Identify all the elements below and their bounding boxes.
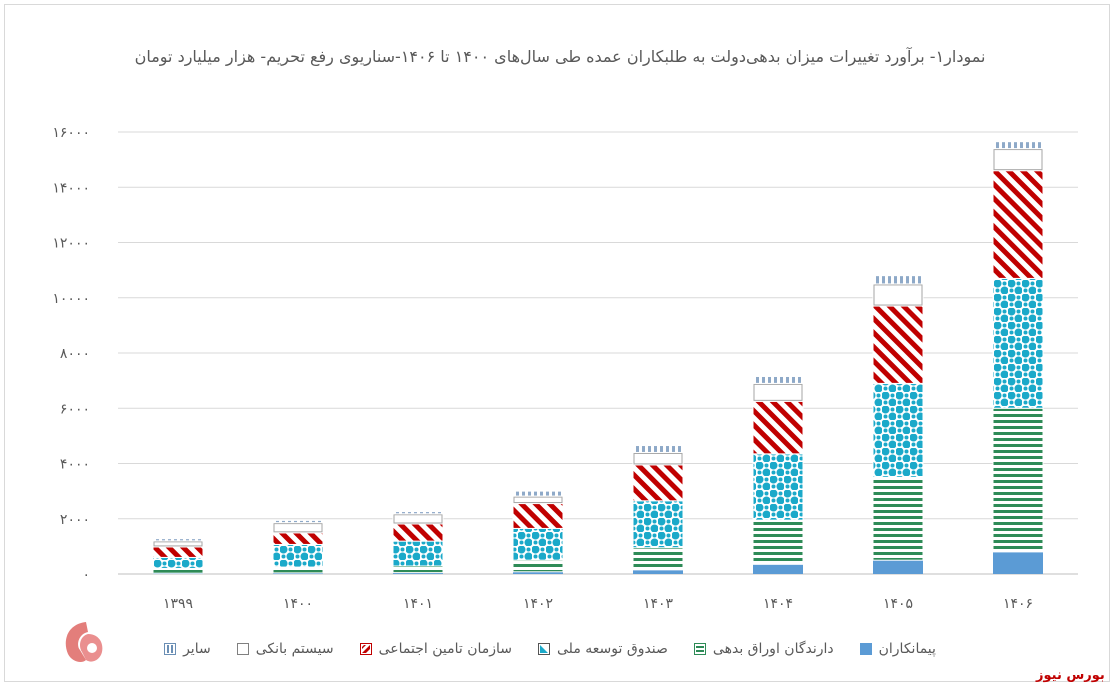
chart-frame — [4, 4, 1110, 682]
bar-segment — [272, 522, 324, 534]
y-tick-label: ۱۶۰۰۰ — [52, 125, 90, 141]
bar-segment-outline — [633, 452, 683, 465]
bars — [152, 141, 1044, 574]
y-tick-label: ۲۰۰۰ — [60, 512, 90, 528]
brand-logo-text: بورس نیوز — [1036, 668, 1105, 683]
bar-segment — [272, 543, 324, 568]
bar-segment — [152, 567, 204, 574]
bar-segment — [752, 453, 804, 521]
bar-segment — [152, 556, 204, 569]
legend-swatch — [359, 643, 372, 655]
bar-segment — [872, 283, 924, 307]
legend-swatch — [164, 643, 177, 655]
bar-segment-outline — [153, 541, 203, 547]
bar-segment-outline — [873, 284, 923, 306]
bar-segment — [392, 511, 444, 515]
x-tick-label: ۱۴۰۱ — [403, 596, 433, 612]
y-tick-label: ۰ — [82, 567, 90, 583]
legend-entry: صندوق توسعه ملی — [538, 641, 668, 657]
bar-segment — [872, 275, 924, 285]
bar-segment — [993, 551, 1043, 574]
x-tick-label: ۱۴۰۲ — [523, 596, 553, 612]
bar-segment-outline — [993, 149, 1043, 171]
legend-swatch — [859, 643, 872, 655]
bar-segment — [392, 523, 444, 542]
bar-segment-outline — [273, 523, 323, 533]
legend-entry: سازمان تامین اجتماعی — [359, 641, 513, 657]
legend-swatch — [538, 643, 551, 655]
x-tick-label: ۱۴۰۵ — [883, 596, 913, 612]
x-tick-label: ۱۴۰۴ — [763, 596, 793, 612]
bar-segment — [992, 277, 1044, 409]
bar-segment — [992, 148, 1044, 172]
bar-segment — [512, 559, 564, 573]
bar-segment — [633, 569, 683, 574]
bar-segment — [632, 445, 684, 453]
bar-segment — [393, 572, 443, 574]
y-tick-label: ۴۰۰۰ — [60, 457, 90, 473]
y-tick-label: ۱۴۰۰۰ — [52, 180, 90, 196]
legend-swatch — [236, 643, 249, 655]
y-tick-label: ۸۰۰۰ — [60, 346, 90, 362]
bar-segment — [152, 538, 204, 542]
bar-segment — [753, 564, 803, 574]
bar-segment-outline — [513, 496, 563, 504]
bar-segment — [512, 527, 564, 561]
bar-segment — [272, 519, 324, 524]
legend-entry: دارندگان اوراق بدهی — [693, 641, 834, 657]
axes: ۰ ۲۰۰۰ ۴۰۰۰ ۶۰۰۰ ۸۰۰۰ ۱۰۰۰۰ ۱۲۰۰۰ ۱۴۰۰۰ ۱۶۰۰۰ ۱۳۹… — [52, 125, 1078, 612]
bar-segment — [273, 572, 323, 574]
bar-segment — [512, 490, 564, 497]
legend-entry: سیستم بانکی — [236, 641, 334, 657]
bar-segment — [272, 566, 324, 574]
bar-segment-outline — [393, 514, 443, 524]
y-tick-label: ۱۰۰۰۰ — [52, 291, 90, 307]
legend-swatch — [693, 643, 706, 655]
legend-label: پیمانکاران — [878, 641, 936, 657]
x-tick-label: ۱۴۰۳ — [643, 596, 674, 612]
bar-segment — [873, 560, 923, 574]
legend-label: دارندگان اوراق بدهی — [712, 641, 834, 657]
legend-label: سیستم بانکی — [255, 641, 334, 657]
bar-segment — [992, 141, 1044, 150]
legend-entry: سایر — [164, 641, 211, 657]
y-tick-label: ۶۰۰۰ — [60, 401, 90, 417]
bar-segment — [152, 546, 204, 558]
bar-segment — [752, 400, 804, 455]
legend-label: سایر — [183, 641, 211, 657]
bar-segment — [392, 565, 444, 574]
y-tick-label: ۱۲۰۰۰ — [52, 236, 90, 252]
bar-segment — [632, 464, 684, 502]
bar-segment — [992, 407, 1044, 553]
legend-label: صندوق توسعه ملی — [557, 641, 668, 657]
bar-segment — [872, 476, 924, 561]
legend-entry: پیمانکاران — [859, 641, 936, 657]
x-tick-label: ۱۳۹۹ — [163, 596, 193, 612]
bar-segment — [872, 305, 924, 384]
brand-logo — [65, 622, 103, 662]
bar-segment — [272, 532, 324, 545]
bar-segment — [392, 513, 444, 525]
bar-segment — [632, 451, 684, 466]
bar-segment — [992, 170, 1044, 279]
bar-segment-outline — [753, 383, 803, 401]
legend-label: سازمان تامین اجتماعی — [378, 641, 513, 657]
bar-segment — [632, 500, 684, 549]
bar-segment — [752, 375, 804, 384]
legend: پیمانکاران دارندگان اوراق بدهی صندوق توسعه… — [150, 636, 950, 662]
gridlines — [118, 131, 1078, 520]
bar-segment — [392, 540, 444, 567]
bar-segment — [752, 382, 804, 402]
x-tick-label: ۱۴۰۶ — [1003, 596, 1033, 612]
bar-segment — [872, 382, 924, 478]
bar-segment — [632, 547, 684, 571]
chart-title: نمودار۱- برآورد تغییرات میزان بدهی‌دولت … — [134, 47, 986, 66]
x-tick-label: ۱۴۰۰ — [283, 596, 313, 612]
bar-segment — [752, 519, 804, 565]
bar-segment — [512, 503, 564, 529]
bar-segment — [513, 571, 563, 574]
